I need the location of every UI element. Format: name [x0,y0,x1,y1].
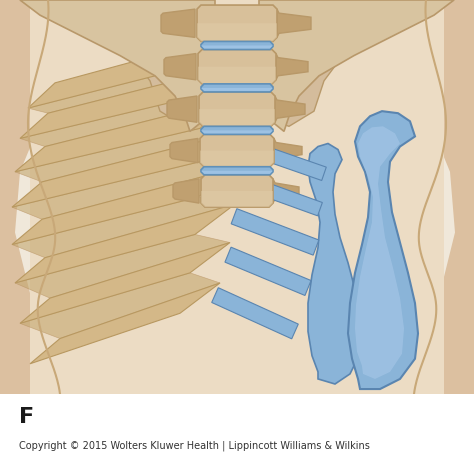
Polygon shape [234,172,322,216]
Polygon shape [30,0,444,394]
Polygon shape [201,175,273,207]
Polygon shape [30,283,220,364]
Polygon shape [20,0,215,126]
Polygon shape [273,179,299,203]
Polygon shape [28,35,230,108]
Polygon shape [259,0,454,131]
Polygon shape [20,96,238,146]
Polygon shape [15,128,240,182]
Polygon shape [12,167,240,245]
Text: Copyright © 2015 Wolters Kluwer Health | Lippincott Williams & Wilkins: Copyright © 2015 Wolters Kluwer Health |… [19,440,370,451]
Polygon shape [12,162,240,219]
Polygon shape [200,135,274,167]
Polygon shape [277,9,311,38]
Polygon shape [15,98,238,172]
Polygon shape [170,139,198,163]
Polygon shape [20,66,235,139]
Polygon shape [164,53,196,80]
Polygon shape [20,273,220,338]
Polygon shape [355,126,404,379]
Polygon shape [199,92,275,126]
Polygon shape [276,53,308,80]
Polygon shape [231,209,319,255]
Polygon shape [308,144,362,384]
Polygon shape [210,10,264,81]
Polygon shape [197,5,277,41]
Polygon shape [173,179,199,203]
Polygon shape [20,0,215,131]
Polygon shape [0,0,474,394]
Polygon shape [348,111,418,389]
Polygon shape [20,242,230,323]
Polygon shape [235,137,326,180]
Polygon shape [415,0,474,394]
Polygon shape [200,150,274,167]
Polygon shape [167,96,197,122]
Polygon shape [12,197,235,258]
Polygon shape [201,84,273,92]
Polygon shape [201,171,273,174]
Polygon shape [201,126,273,135]
Polygon shape [15,235,230,298]
Polygon shape [161,9,195,38]
Polygon shape [15,204,235,283]
Polygon shape [198,49,276,84]
Text: F: F [19,407,34,427]
Polygon shape [201,191,273,207]
Polygon shape [28,66,235,113]
Polygon shape [201,45,273,48]
Polygon shape [199,109,275,126]
Polygon shape [12,131,240,207]
Polygon shape [0,0,55,394]
Polygon shape [259,0,454,126]
Polygon shape [274,139,302,163]
Polygon shape [212,288,298,339]
Polygon shape [201,41,273,49]
Polygon shape [201,88,273,91]
Polygon shape [197,23,277,41]
Polygon shape [201,167,273,175]
Polygon shape [198,67,276,84]
Polygon shape [225,247,311,295]
Polygon shape [275,96,305,122]
Polygon shape [201,130,273,133]
